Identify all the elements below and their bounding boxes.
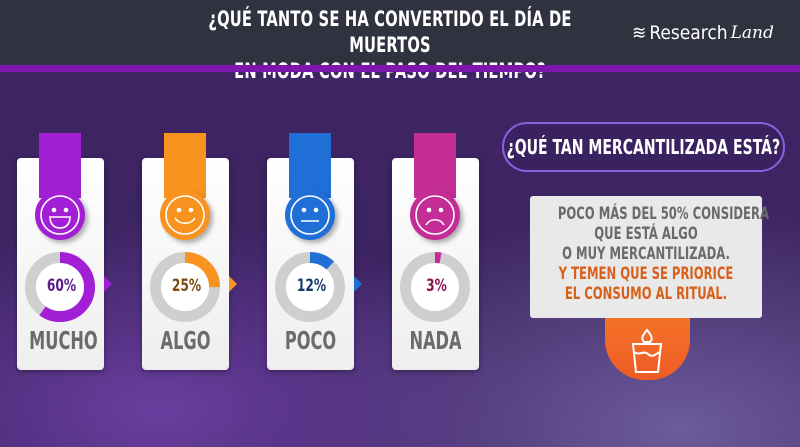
logo-script: Land — [730, 23, 774, 43]
donut-poco — [275, 252, 345, 322]
ribbon — [289, 133, 331, 198]
donut-value-arc — [25, 252, 95, 322]
question-text: ¿QUÉ TAN MERCANTILIZADA ESTÁ? — [506, 135, 781, 159]
donut-mucho — [25, 252, 95, 322]
ribbon — [39, 133, 81, 198]
arrow-pointer — [354, 276, 362, 292]
percent-label: 3% — [426, 276, 447, 296]
donut-value-arc — [400, 252, 470, 322]
summary-box: POCO MÁS DEL 50% CONSIDERA QUE ESTÁ ALGO… — [530, 196, 769, 318]
logo-text: Research — [649, 22, 728, 44]
ribbon — [414, 133, 456, 198]
candle-glass-icon — [631, 328, 663, 373]
ribbon — [164, 133, 206, 198]
category-label: NADA — [409, 326, 462, 355]
summary-line: POCO MÁS DEL 50% CONSIDERA — [557, 204, 769, 224]
percent-label: 60% — [46, 276, 77, 296]
percent-label: 12% — [296, 276, 327, 296]
donut-value-arc — [150, 252, 220, 322]
arrow-pointer — [229, 276, 237, 292]
category-label: POCO — [284, 326, 337, 355]
category-label: MUCHO — [29, 326, 98, 355]
summary-line: O MUY MERCANTILIZADA. — [562, 244, 730, 264]
percent-label: 25% — [171, 276, 202, 296]
donut-value-arc — [275, 252, 345, 322]
laughing-face-icon — [35, 190, 85, 240]
donut-nada — [400, 252, 470, 322]
category-label: ALGO — [160, 326, 211, 355]
header-stripe — [0, 65, 800, 72]
question-pill: ¿QUÉ TAN MERCANTILIZADA ESTÁ? — [502, 122, 785, 172]
donut-algo — [150, 252, 220, 322]
neutral-face-icon — [285, 190, 335, 240]
summary-highlight: EL CONSUMO AL RITUAL. — [564, 284, 728, 304]
logo: ≋ Research Land — [632, 22, 774, 44]
logo-icon: ≋ — [632, 22, 647, 44]
header: ¿QUÉ TANTO SE HA CONVERTIDO EL DÍA DE MU… — [0, 0, 800, 83]
sad-face-icon — [410, 190, 460, 240]
title-line-1: ¿QUÉ TANTO SE HA CONVERTIDO EL DÍA DE MU… — [208, 7, 572, 57]
summary-line: QUE ESTÁ ALGO — [594, 224, 698, 244]
smiling-face-icon — [160, 190, 210, 240]
summary-highlight: Y TEMEN QUE SE PRIORICE — [558, 264, 734, 284]
page-title: ¿QUÉ TANTO SE HA CONVERTIDO EL DÍA DE MU… — [187, 6, 593, 84]
arrow-pointer — [104, 276, 112, 292]
